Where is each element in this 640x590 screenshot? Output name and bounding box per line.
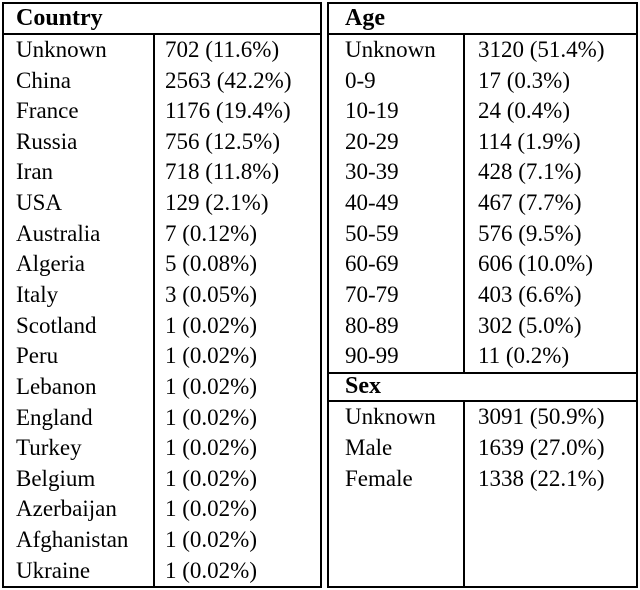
row-value: 7 (0.12%)	[165, 220, 257, 246]
row-value: 1 (0.02%)	[165, 343, 257, 369]
row-value: 11 (0.2%)	[478, 343, 570, 369]
country-table: Country Unknown 702 (11.6%) China 2563 (42.…	[2, 2, 322, 588]
country-header: Country	[4, 4, 320, 35]
row-value: 702 (11.6%)	[165, 36, 280, 62]
row-value: 606 (10.0%)	[478, 251, 593, 277]
row-value: 1 (0.02%)	[165, 557, 257, 583]
row-value: 302 (5.0%)	[478, 312, 582, 338]
row-label: Afghanistan	[4, 524, 155, 556]
row-value: 1639 (27.0%)	[478, 435, 605, 461]
row-value: 3120 (51.4%)	[478, 36, 605, 62]
row-label: Scotland	[4, 310, 155, 341]
row-value: 3 (0.05%)	[165, 281, 257, 307]
row-label: Unknown	[4, 34, 155, 66]
row-label: England	[4, 402, 155, 433]
row-value: 114 (1.9%)	[478, 128, 581, 154]
age-sex-table: Age Unknown 3120 (51.4%) 0-9 17 (0.3%) 10-19…	[327, 2, 638, 588]
row-value: 1176 (19.4%)	[165, 98, 291, 124]
row-label: China	[4, 65, 155, 96]
row-value: 718 (11.8%)	[165, 159, 280, 185]
row-label: 20-29	[329, 126, 465, 158]
row-value: 129 (2.1%)	[165, 190, 269, 216]
row-value: 17 (0.3%)	[478, 67, 570, 93]
empty-cell	[465, 494, 636, 586]
row-value: 2563 (42.2%)	[165, 67, 292, 93]
row-value: 1 (0.02%)	[165, 435, 257, 461]
row-value: 1 (0.02%)	[165, 527, 257, 553]
row-label: Australia	[4, 218, 155, 250]
row-value: 24 (0.4%)	[478, 98, 570, 124]
row-value: 1 (0.02%)	[165, 373, 257, 399]
row-value: 3091 (50.9%)	[478, 404, 605, 430]
row-label: Lebanon	[4, 371, 155, 403]
row-label: Algeria	[4, 249, 155, 280]
row-value: 1 (0.02%)	[165, 312, 257, 338]
row-value: 403 (6.6%)	[478, 281, 582, 307]
row-label: Russia	[4, 126, 155, 158]
row-label: Azerbaijan	[4, 494, 155, 525]
row-label: 40-49	[329, 187, 465, 219]
row-label: Turkey	[4, 432, 155, 464]
row-label: 70-79	[329, 279, 465, 311]
row-label: Peru	[4, 340, 155, 372]
row-label: Unknown	[329, 402, 465, 433]
row-label: France	[4, 95, 155, 127]
row-label: 60-69	[329, 249, 465, 280]
row-value: 5 (0.08%)	[165, 251, 257, 277]
row-label: Belgium	[4, 463, 155, 495]
row-label: 0-9	[329, 65, 465, 96]
row-label: USA	[4, 187, 155, 219]
row-value: 756 (12.5%)	[165, 128, 280, 154]
row-value: 576 (9.5%)	[478, 220, 582, 246]
row-value: 428 (7.1%)	[478, 159, 582, 185]
empty-cell	[329, 494, 465, 586]
row-label: Italy	[4, 279, 155, 311]
row-label: Female	[329, 463, 465, 494]
row-value: 1338 (22.1%)	[478, 465, 605, 491]
row-value: 1 (0.02%)	[165, 404, 257, 430]
row-label: Ukraine	[4, 555, 155, 586]
row-label: 90-99	[329, 340, 465, 372]
row-value: 467 (7.7%)	[478, 190, 582, 216]
row-label: Unknown	[329, 34, 465, 66]
row-label: 30-39	[329, 157, 465, 188]
row-label: Male	[329, 432, 465, 464]
age-header: Age	[329, 4, 636, 35]
row-label: 80-89	[329, 310, 465, 341]
row-label: Iran	[4, 157, 155, 188]
row-label: 50-59	[329, 218, 465, 249]
row-value: 1 (0.02%)	[165, 496, 257, 522]
row-label: 10-19	[329, 95, 465, 127]
sex-header: Sex	[329, 371, 636, 403]
row-value: 1 (0.02%)	[165, 465, 257, 491]
